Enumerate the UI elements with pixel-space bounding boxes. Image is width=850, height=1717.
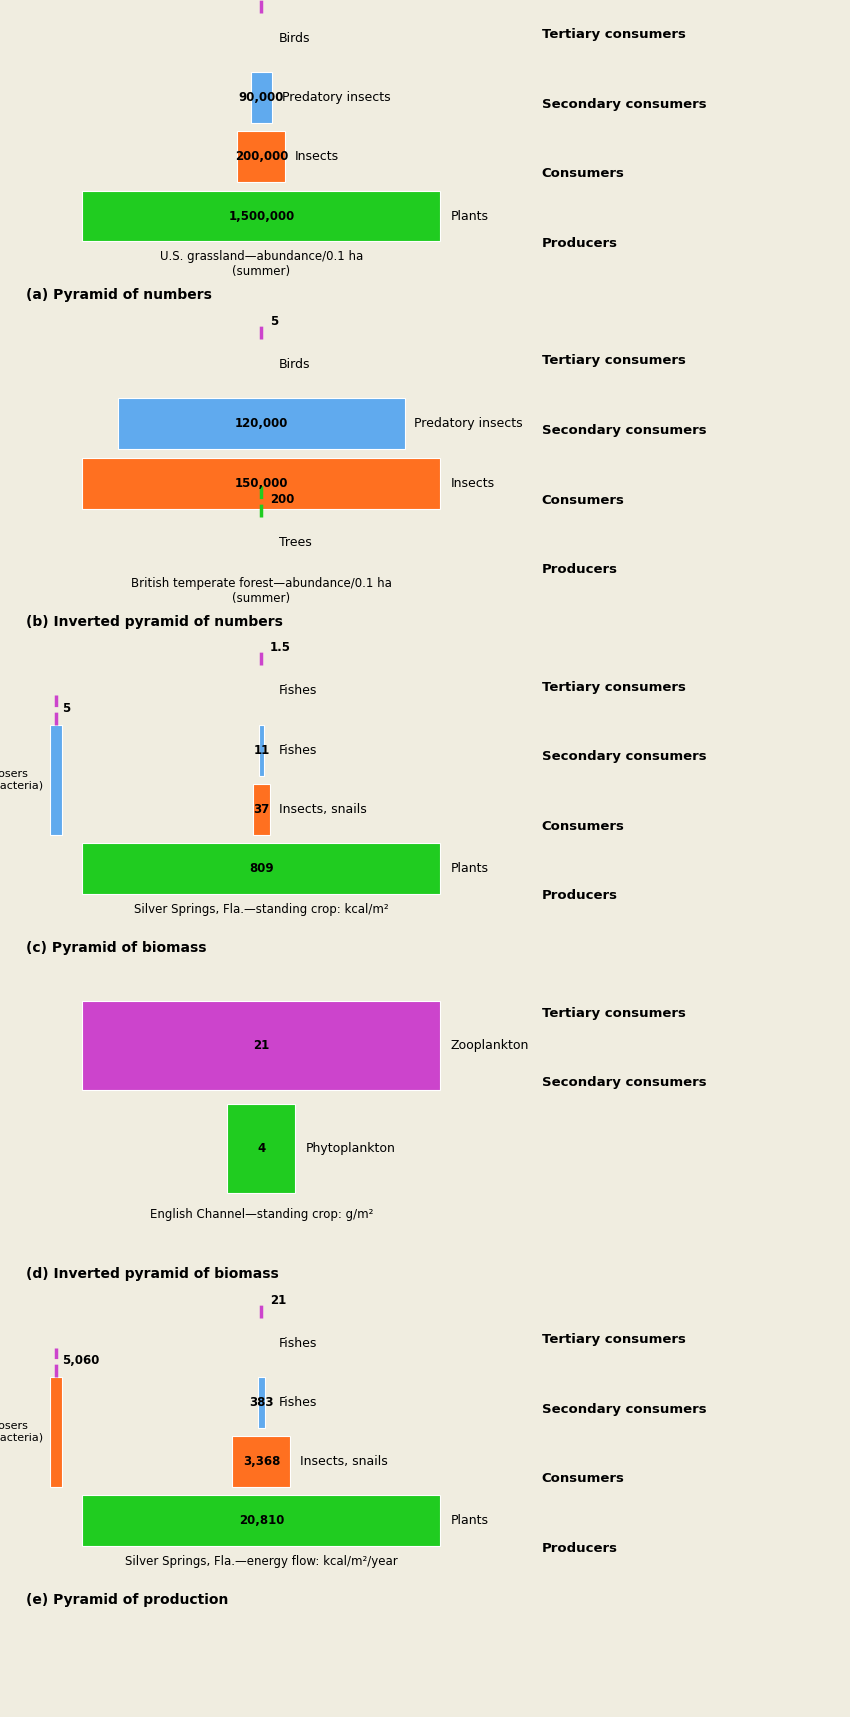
Text: 20,810: 20,810 [239, 1514, 284, 1528]
Text: (d) Inverted pyramid of biomass: (d) Inverted pyramid of biomass [26, 1267, 278, 1281]
Text: Tertiary consumers: Tertiary consumers [541, 354, 685, 367]
Text: Silver Springs, Fla.—energy flow: kcal/m²/year: Silver Springs, Fla.—energy flow: kcal/m… [125, 1556, 398, 1568]
Text: U.S. grassland—abundance/0.1 ha
(summer): U.S. grassland—abundance/0.1 ha (summer) [160, 251, 363, 278]
Text: Zooplankton: Zooplankton [450, 1039, 529, 1053]
Text: Plants: Plants [450, 209, 488, 223]
Bar [237, 132, 286, 182]
Text: (e) Pyramid of production: (e) Pyramid of production [26, 1593, 228, 1607]
Text: Plants: Plants [450, 862, 488, 876]
Text: Trees: Trees [279, 536, 312, 549]
Text: 120,000: 120,000 [235, 417, 288, 431]
Text: Secondary consumers: Secondary consumers [541, 750, 706, 764]
Text: 4: 4 [258, 1142, 265, 1156]
Bar [82, 843, 440, 895]
Text: 1,500,000: 1,500,000 [229, 209, 294, 223]
Bar [258, 1377, 264, 1429]
Text: Producers: Producers [541, 237, 618, 251]
Text: Insects: Insects [450, 477, 495, 489]
Text: British temperate forest—abundance/0.1 ha
(summer): British temperate forest—abundance/0.1 h… [131, 577, 392, 604]
Text: Producers: Producers [541, 1542, 618, 1556]
Text: (b) Inverted pyramid of numbers: (b) Inverted pyramid of numbers [26, 615, 282, 628]
Text: 200: 200 [270, 493, 294, 505]
Text: 383: 383 [249, 1396, 274, 1410]
Text: Decomposers
(fungi, bacteria): Decomposers (fungi, bacteria) [0, 1422, 43, 1442]
Text: English Channel—standing crop: g/m²: English Channel—standing crop: g/m² [150, 1209, 373, 1221]
Text: 11: 11 [253, 743, 269, 757]
Text: (c) Pyramid of biomass: (c) Pyramid of biomass [26, 941, 206, 955]
Text: Secondary consumers: Secondary consumers [541, 98, 706, 112]
Text: 21: 21 [253, 1039, 269, 1053]
Text: Tertiary consumers: Tertiary consumers [541, 1006, 685, 1020]
Text: 90,000: 90,000 [239, 91, 284, 105]
Bar [118, 398, 405, 450]
Text: 1: 1 [270, 0, 278, 2]
Text: Fishes: Fishes [279, 743, 317, 757]
Text: Secondary consumers: Secondary consumers [541, 1077, 706, 1090]
Text: Consumers: Consumers [541, 167, 625, 180]
Text: Phytoplankton: Phytoplankton [305, 1142, 395, 1156]
Text: Insects, snails: Insects, snails [280, 804, 367, 816]
Text: 5,060: 5,060 [62, 1355, 99, 1367]
Text: 150,000: 150,000 [235, 477, 288, 489]
Text: Producers: Producers [541, 889, 618, 903]
Text: Birds: Birds [279, 33, 310, 45]
Text: Tertiary consumers: Tertiary consumers [541, 27, 685, 41]
Bar [82, 1496, 440, 1547]
Bar [82, 191, 440, 242]
Text: 37: 37 [253, 804, 269, 816]
Text: Insects: Insects [295, 151, 339, 163]
Bar [259, 725, 264, 776]
Text: Fishes: Fishes [279, 685, 317, 697]
Text: Consumers: Consumers [541, 493, 625, 507]
Text: Fishes: Fishes [279, 1338, 317, 1350]
Text: Plants: Plants [450, 1514, 488, 1528]
Text: 200,000: 200,000 [235, 151, 288, 163]
Bar [82, 458, 440, 508]
Text: 5: 5 [62, 702, 71, 714]
Text: Silver Springs, Fla.—standing crop: kcal/m²: Silver Springs, Fla.—standing crop: kcal… [134, 903, 388, 915]
Text: Birds: Birds [279, 359, 310, 371]
Text: Predatory insects: Predatory insects [415, 417, 523, 431]
Text: 1.5: 1.5 [270, 640, 291, 654]
Text: (a) Pyramid of numbers: (a) Pyramid of numbers [26, 288, 212, 302]
Text: 21: 21 [270, 1293, 286, 1307]
Text: Tertiary consumers: Tertiary consumers [541, 680, 685, 694]
Bar [251, 72, 272, 124]
Bar [49, 1377, 61, 1487]
Bar [253, 785, 269, 834]
Bar [232, 1437, 291, 1487]
Text: Consumers: Consumers [541, 819, 625, 833]
Text: Consumers: Consumers [541, 1471, 625, 1485]
Text: 5: 5 [270, 314, 278, 328]
Text: Predatory insects: Predatory insects [282, 91, 390, 105]
Text: Insects, snails: Insects, snails [300, 1456, 388, 1468]
Text: Secondary consumers: Secondary consumers [541, 1403, 706, 1417]
Text: Fishes: Fishes [279, 1396, 317, 1410]
Text: Secondary consumers: Secondary consumers [541, 424, 706, 438]
Bar [49, 725, 61, 834]
Bar [227, 1104, 296, 1193]
Text: 809: 809 [249, 862, 274, 876]
Text: Producers: Producers [541, 563, 618, 577]
Text: Tertiary consumers: Tertiary consumers [541, 1332, 685, 1346]
Bar [82, 1001, 440, 1090]
Text: Decomposers
(fungi, bacteria): Decomposers (fungi, bacteria) [0, 769, 43, 790]
Text: 3,368: 3,368 [243, 1456, 280, 1468]
